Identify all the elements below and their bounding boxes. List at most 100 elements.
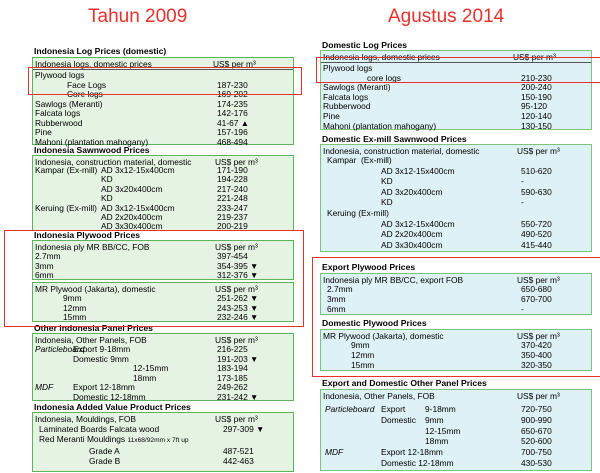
label-cell: Pine bbox=[35, 127, 52, 137]
plywood-domestic-table-2009: MR Plywood (Jakarta), domestic US$ per m… bbox=[32, 282, 294, 322]
label-cell: 2.7mm bbox=[327, 284, 353, 294]
label-cell: 15mm bbox=[63, 312, 87, 322]
price-cell: 130-150 bbox=[521, 120, 552, 131]
label-cell: Domestic 9mm bbox=[73, 353, 129, 364]
price-cell: 217-240 bbox=[217, 183, 248, 194]
price-cell: 120-140 bbox=[521, 111, 552, 121]
section-title-log-2014: Domestic Log Prices bbox=[322, 40, 408, 50]
label-cell: Keruing (Ex-mill) bbox=[35, 202, 97, 213]
panel-table-2014: Indonesia, Other Panels, FOB US$ per m³ … bbox=[320, 389, 592, 471]
section-title-sawnwood-2014: Domestic Ex-mill Sawnwood Prices bbox=[322, 134, 467, 144]
label-cell: AD 2x20x400cm bbox=[101, 212, 163, 222]
price-cell: 232-246 ▼ bbox=[217, 312, 259, 322]
label-cell: Domestic 12-18mm bbox=[381, 458, 454, 468]
label-cell: Rubberwood bbox=[323, 101, 371, 112]
label-cell: Particleboard bbox=[325, 404, 375, 414]
label-cell: Domestic bbox=[381, 414, 416, 425]
price-cell: 397-454 bbox=[217, 251, 248, 261]
label-cell: Export 12-18mm bbox=[73, 382, 135, 392]
price-cell: 200-240 bbox=[521, 82, 552, 93]
price-cell: 550-720 bbox=[521, 218, 552, 229]
section-title-panels-2009: Other Indonesia Panel Prices bbox=[34, 323, 153, 333]
label-cell: Kampar bbox=[327, 155, 357, 165]
label-cell: 18mm bbox=[133, 372, 157, 383]
label-cell: Face Logs bbox=[67, 79, 107, 90]
price-cell: 468-494 bbox=[217, 136, 248, 147]
label-cell: Core logs bbox=[67, 89, 103, 99]
year-heading-2014: Agustus 2014 bbox=[388, 6, 505, 27]
price-cell: 231-242 ▼ bbox=[217, 391, 259, 402]
section-title-sawnwood-2009: Indonesia Sawnwood Prices bbox=[34, 145, 150, 155]
label-cell: KD bbox=[381, 176, 393, 187]
price-cell: 320-350 bbox=[521, 360, 552, 370]
label-cell: AD 3x30x400cm bbox=[101, 221, 163, 232]
label-cell: 12mm bbox=[351, 350, 375, 360]
price-cell: - bbox=[521, 304, 524, 314]
label-cell: 18mm bbox=[425, 436, 449, 447]
price-cell: 142-176 bbox=[217, 108, 248, 118]
log-price-table-2014: Indonesia logs, domestic prices US$ per … bbox=[320, 50, 592, 131]
price-cell: 487-521 bbox=[223, 446, 254, 456]
label-cell: Plywood logs bbox=[35, 70, 85, 80]
label-cell: Keruing (Ex-mill) bbox=[327, 208, 389, 218]
label-cell: Kampar (Ex-mill) bbox=[35, 165, 98, 175]
label-cell: 6mm bbox=[327, 304, 346, 314]
price-cell: 191-203 ▼ bbox=[217, 353, 259, 364]
label-cell: (Ex-mill) bbox=[361, 155, 392, 165]
label-cell: 12-15mm bbox=[425, 425, 461, 436]
label-cell: 3mm bbox=[327, 294, 346, 304]
label-cell: 3mm bbox=[35, 260, 54, 271]
section-title-panels-2014: Export and Domestic Other Panel Prices bbox=[322, 378, 487, 388]
price-cell: 670-700 bbox=[521, 294, 552, 304]
price-cell: 590-630 bbox=[521, 186, 552, 197]
price-cell: 95-120 bbox=[521, 101, 548, 112]
label-cell: KD bbox=[101, 193, 113, 204]
domestic-plywood-table-2014: MR Plywood (Jakarta), domestic US$ per m… bbox=[320, 329, 592, 371]
price-cell: 210-230 bbox=[521, 72, 552, 83]
price-cell: 194-228 bbox=[217, 174, 248, 185]
price-cell: 169-202 bbox=[217, 89, 248, 99]
price-cell: 354-395 ▼ bbox=[217, 260, 259, 271]
price-cell: 720-750 bbox=[521, 404, 552, 414]
price-cell: 650-670 bbox=[521, 425, 552, 436]
price-cell: - bbox=[521, 176, 524, 187]
price-cell: 183-194 bbox=[217, 363, 248, 373]
price-cell: 216-225 bbox=[217, 344, 248, 354]
price-cell: 350-400 bbox=[521, 350, 552, 360]
label-cell: MDF bbox=[35, 382, 54, 392]
price-cell: 171-190 bbox=[217, 165, 248, 175]
price-cell: 312-376 ▼ bbox=[217, 270, 259, 280]
label-cell: Export 12-18mm bbox=[381, 447, 443, 458]
price-cell: - bbox=[521, 197, 524, 208]
price-cell: 700-750 bbox=[521, 447, 552, 458]
price-cell: 233-247 bbox=[217, 202, 248, 213]
label-cell: 9mm bbox=[63, 293, 82, 303]
price-cell: 490-520 bbox=[521, 229, 552, 240]
label-cell: Rubberwood bbox=[35, 117, 83, 128]
price-cell: 187-230 bbox=[217, 79, 248, 90]
section-title-added-value-2009: Indonesia Added Value Product Prices bbox=[34, 402, 191, 412]
label-cell: Pine bbox=[323, 111, 340, 121]
price-cell: 370-420 bbox=[521, 340, 552, 350]
label-cell: AD 3x12-15x400cm bbox=[101, 165, 175, 175]
sawnwood-table-2009: Indonesia, construction material, domest… bbox=[32, 155, 294, 231]
label-cell: AD 3x30x400cm bbox=[381, 239, 443, 250]
price-cell: 415-440 bbox=[521, 239, 552, 250]
price-cell: 249-262 bbox=[217, 382, 248, 392]
label-cell: 9-18mm bbox=[425, 404, 456, 414]
label-cell: KD bbox=[101, 174, 113, 185]
label-cell: AD 3x12-15x400cm bbox=[381, 165, 455, 176]
label-cell: Sawlogs (Meranti) bbox=[35, 98, 103, 109]
label-cell: Export bbox=[381, 404, 406, 414]
price-cell: 200-219 bbox=[217, 221, 248, 232]
label-cell: Grade B bbox=[89, 456, 121, 466]
log-price-table-2009: Indonesia logs, domestic prices US$ per … bbox=[32, 57, 294, 147]
label-cell: Falcata logs bbox=[35, 108, 81, 118]
label-cell: 12mm bbox=[63, 302, 87, 313]
section-title-domestic-plywood-2014: Domestic Plywood Prices bbox=[322, 318, 427, 328]
section-title-plywood-2009: Indonesia Plywood Prices bbox=[34, 230, 141, 240]
price-cell: 157-196 bbox=[217, 127, 248, 137]
label-cell: Mahoni (plantation mahogany) bbox=[35, 136, 149, 147]
section-title-export-plywood-2014: Export Plywood Prices bbox=[322, 262, 416, 272]
label-cell: AD 2x20x400cm bbox=[381, 229, 443, 240]
